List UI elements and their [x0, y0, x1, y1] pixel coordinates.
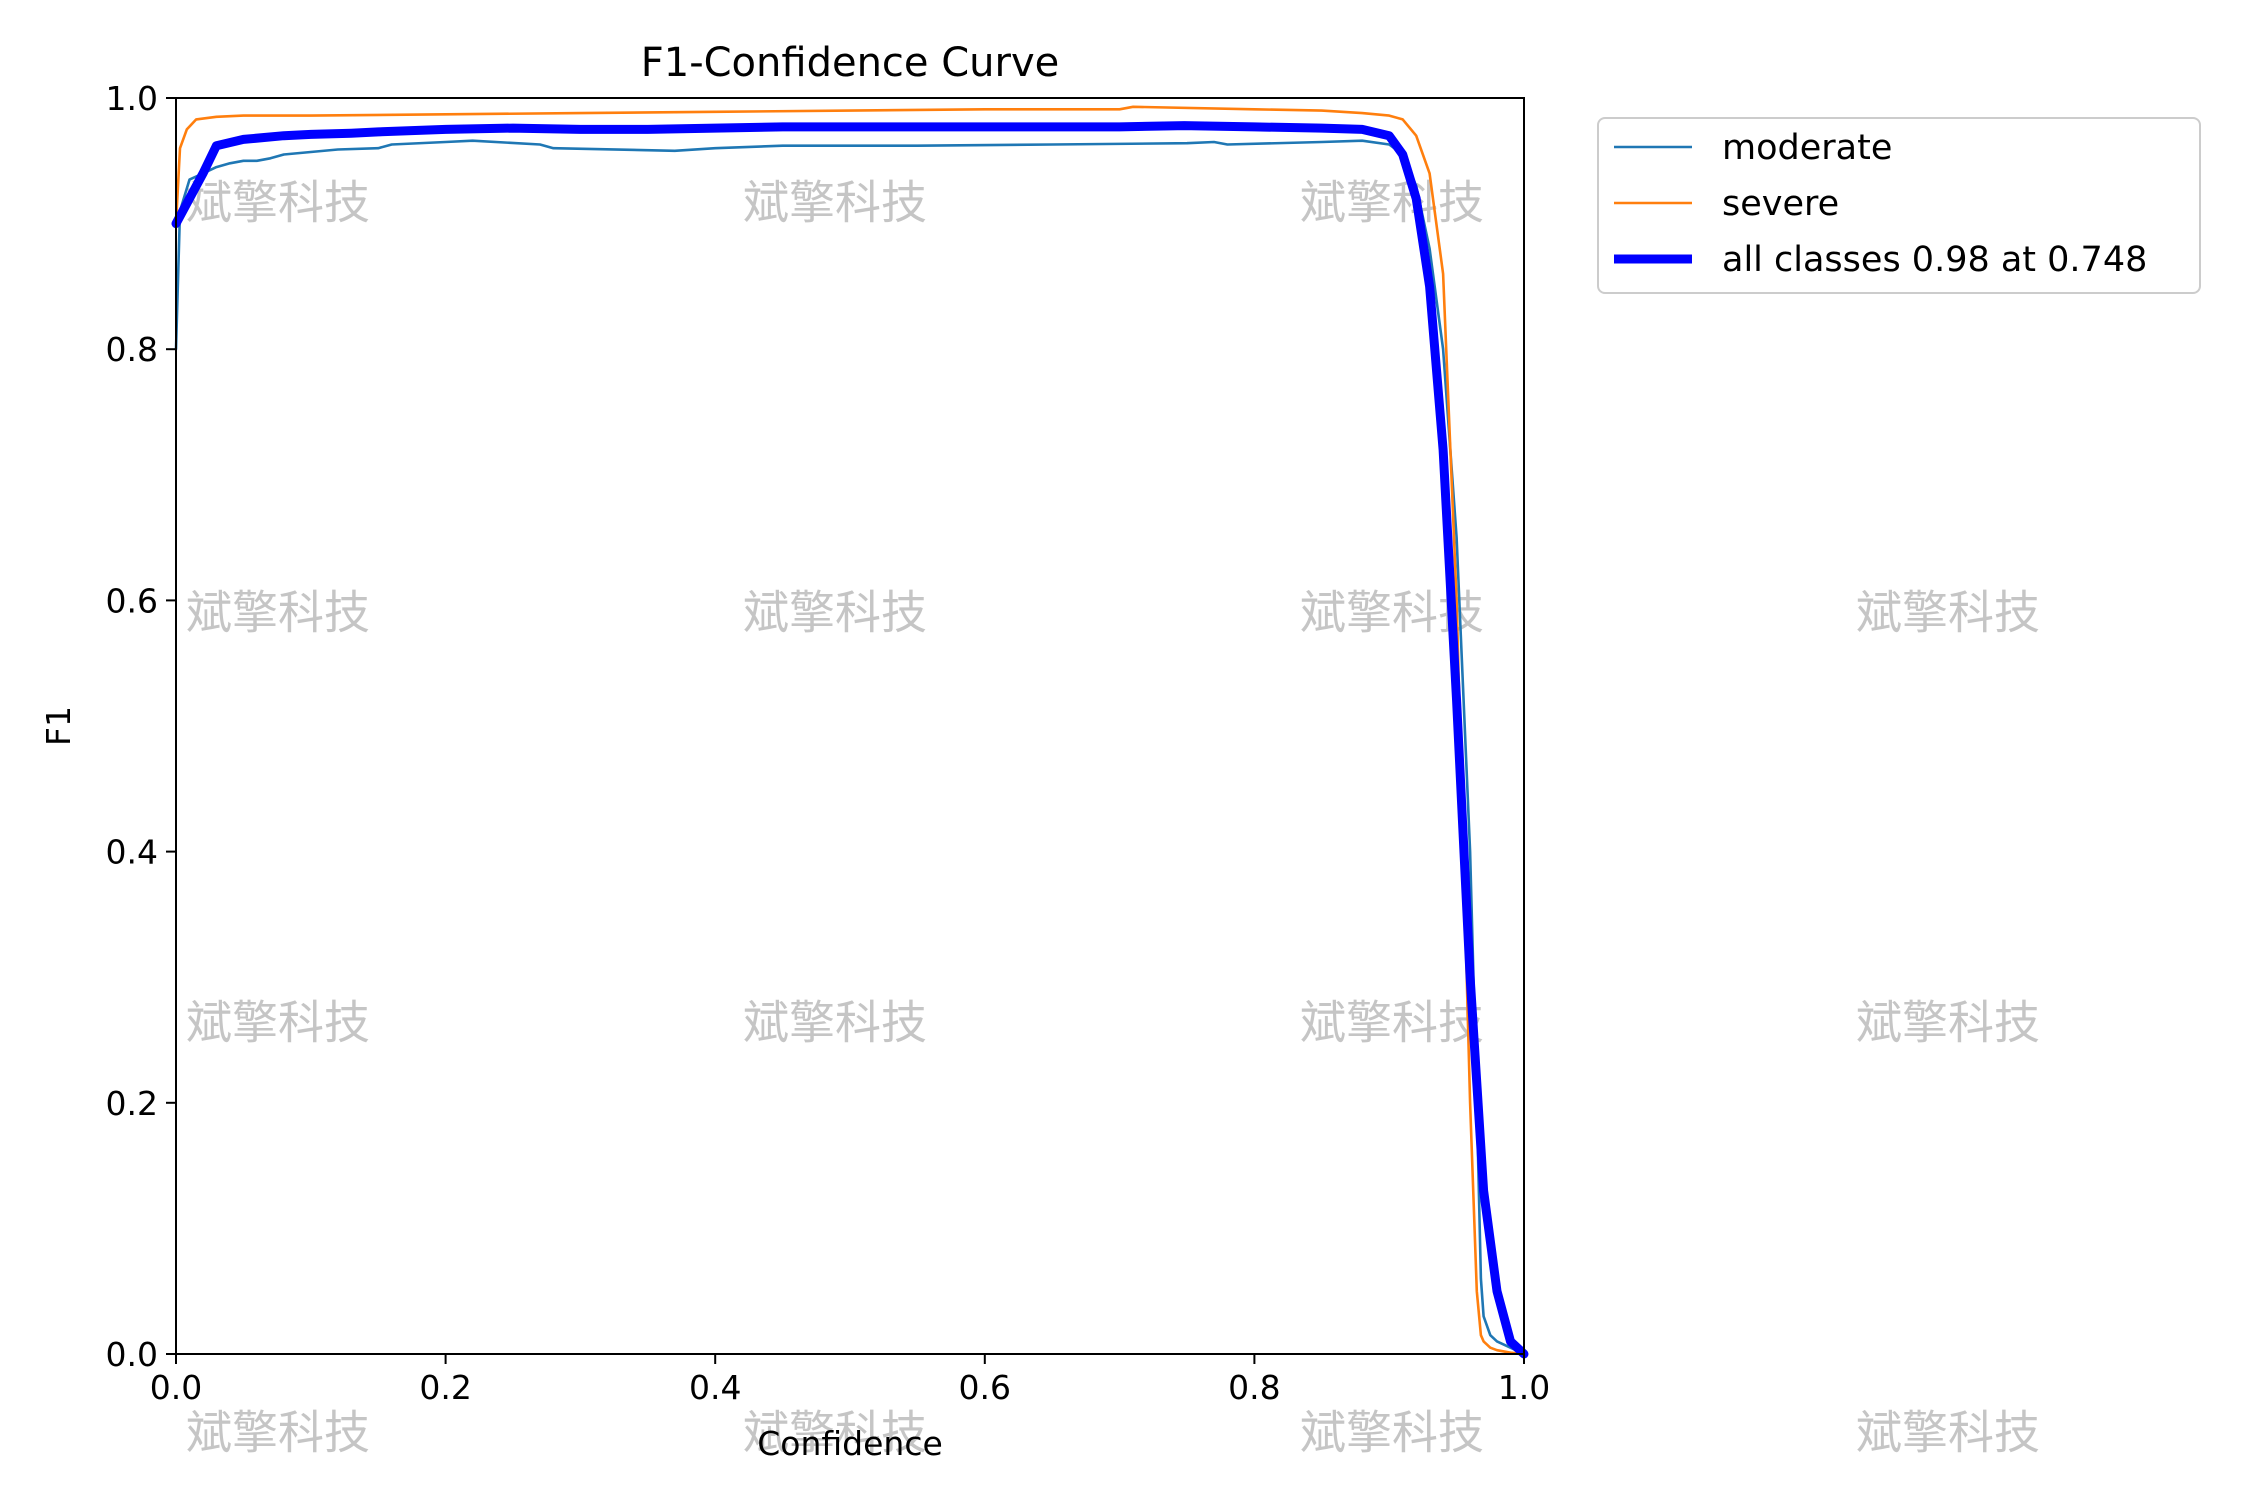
- series-line-moderate: [174, 139, 1526, 1356]
- watermark-text: 斌擎科技: [1856, 1406, 2040, 1460]
- y-tick-label: 1.0: [106, 79, 158, 118]
- watermark-text: 斌擎科技: [186, 996, 370, 1050]
- y-tick-label: 0.4: [106, 833, 158, 872]
- y-tick-label: 0.0: [106, 1335, 158, 1374]
- x-tick-label: 0.8: [1228, 1368, 1280, 1407]
- watermark-text: 斌擎科技: [1856, 586, 2040, 640]
- legend-label-severe: severe: [1722, 184, 1839, 224]
- y-tick-label: 0.6: [106, 581, 158, 620]
- watermark-text: 斌擎科技: [1300, 1406, 1484, 1460]
- watermark-text: 斌擎科技: [1856, 996, 2040, 1050]
- x-tick-label: 0.2: [419, 1368, 471, 1407]
- x-tick-label: 0.6: [959, 1368, 1011, 1407]
- legend-label-all-classes-0-98-at-0-748: all classes 0.98 at 0.748: [1722, 240, 2147, 280]
- series-line-all-classes-0-98-at-0-748: [171, 121, 1529, 1359]
- chart-title: F1-Confidence Curve: [641, 40, 1060, 86]
- x-tick-label: 0.4: [689, 1368, 741, 1407]
- y-axis-ticks: 0.0 0.2 0.4 0.6 0.8 1.0: [106, 79, 176, 1374]
- x-tick-label: 1.0: [1498, 1368, 1550, 1407]
- watermark-text: 斌擎科技: [743, 996, 927, 1050]
- x-axis-label: Confidence: [757, 1424, 943, 1463]
- series-layer: [171, 105, 1529, 1359]
- watermark-text: 斌擎科技: [743, 176, 927, 230]
- y-tick-label: 0.8: [106, 330, 158, 369]
- watermark-text: 斌擎科技: [186, 586, 370, 640]
- legend-label-moderate: moderate: [1722, 128, 1892, 168]
- watermark-text: 斌擎科技: [186, 1406, 370, 1460]
- watermark-text: 斌擎科技: [1300, 996, 1484, 1050]
- y-axis-label: F1: [39, 706, 78, 746]
- legend-entries: moderate severe all classes 0.98 at 0.748: [1614, 128, 2147, 280]
- x-axis-ticks: 0.0 0.2 0.4 0.6 0.8 1.0: [150, 1354, 1550, 1407]
- plot-frame: [175, 97, 1525, 1355]
- watermark-text: 斌擎科技: [743, 1406, 927, 1460]
- legend: moderate severe all classes 0.98 at 0.748: [1597, 117, 2201, 294]
- watermark-text: 斌擎科技: [743, 586, 927, 640]
- series-line-severe: [174, 105, 1526, 1356]
- legend-box: [1597, 117, 2201, 294]
- x-tick-label: 0.0: [150, 1368, 202, 1407]
- watermark-text: 斌擎科技: [186, 176, 370, 230]
- y-tick-label: 0.2: [106, 1084, 158, 1123]
- watermark-text: 斌擎科技: [1300, 176, 1484, 230]
